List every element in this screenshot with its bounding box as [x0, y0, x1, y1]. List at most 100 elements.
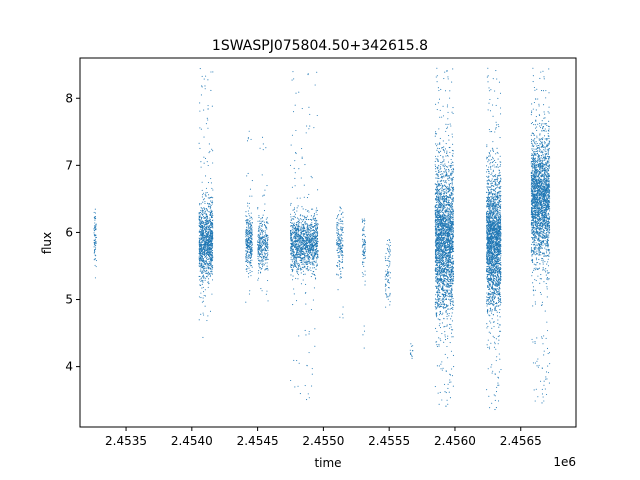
data-point [299, 242, 301, 244]
data-point [310, 215, 312, 217]
data-point [261, 231, 263, 233]
data-point [247, 235, 249, 237]
data-point [300, 246, 303, 248]
data-point [316, 214, 318, 216]
data-point [208, 262, 210, 265]
data-point [212, 258, 214, 260]
data-point [364, 220, 366, 222]
data-point [265, 227, 267, 229]
data-point [201, 209, 203, 211]
data-point [443, 159, 445, 161]
data-point [296, 210, 298, 212]
data-point [204, 266, 206, 268]
data-point [246, 252, 248, 254]
data-point [341, 260, 343, 262]
data-point [437, 290, 439, 292]
data-point [446, 203, 448, 205]
data-point [203, 226, 205, 228]
data-point [204, 240, 206, 242]
data-point [93, 217, 95, 219]
data-point [208, 253, 210, 255]
data-point [245, 236, 247, 238]
data-point [257, 272, 259, 274]
data-point [211, 253, 213, 255]
data-point [267, 236, 269, 238]
data-point [200, 313, 202, 315]
data-point [211, 243, 213, 245]
data-point [301, 156, 303, 158]
data-point [266, 245, 268, 247]
data-point [208, 255, 210, 257]
data-point [341, 213, 343, 215]
data-point [200, 161, 202, 163]
data-point [443, 196, 445, 198]
data-point [210, 177, 212, 180]
data-point [264, 203, 266, 205]
data-point [339, 220, 341, 222]
data-point [442, 196, 444, 198]
data-point [300, 227, 302, 229]
data-point [448, 169, 450, 171]
data-point [204, 220, 206, 222]
data-point [249, 222, 251, 224]
data-point [212, 189, 214, 191]
data-point [201, 248, 203, 250]
data-point [203, 241, 205, 243]
data-point [267, 247, 269, 249]
data-point [260, 240, 262, 242]
data-point [362, 273, 364, 275]
data-point [206, 242, 208, 244]
data-point [437, 244, 439, 246]
data-point [316, 231, 318, 233]
data-point [452, 329, 454, 331]
data-point [208, 265, 210, 267]
data-point [411, 354, 413, 356]
data-point [305, 334, 307, 336]
data-point [444, 206, 446, 208]
data-point [249, 269, 251, 271]
data-point [209, 206, 211, 208]
data-point [316, 209, 319, 211]
data-point [449, 381, 451, 383]
data-point [267, 267, 269, 269]
data-point [203, 136, 205, 138]
data-point [266, 228, 268, 230]
data-point [95, 228, 97, 230]
data-point [247, 210, 249, 212]
data-point [295, 229, 297, 231]
data-point [445, 208, 447, 210]
data-point [246, 223, 248, 225]
data-point [450, 217, 452, 219]
data-point [207, 315, 209, 317]
data-point [439, 296, 441, 298]
data-point [200, 222, 202, 225]
data-point [313, 267, 315, 269]
data-point [305, 233, 307, 235]
data-point [210, 241, 212, 243]
data-point [209, 223, 211, 225]
data-point [211, 239, 213, 241]
data-point [211, 200, 213, 202]
data-point [364, 255, 366, 257]
data-point [302, 260, 304, 262]
data-point [205, 226, 207, 228]
data-point [305, 216, 307, 218]
data-point [249, 226, 251, 228]
data-point [202, 280, 204, 282]
data-point [364, 246, 366, 248]
data-point [200, 222, 203, 224]
data-point [449, 208, 451, 210]
data-point [441, 173, 443, 175]
chart-title: 1SWASPJ075804.50+342615.8 [212, 38, 428, 54]
data-point [291, 228, 293, 230]
data-point [210, 244, 212, 246]
data-point [448, 211, 450, 213]
data-point [339, 316, 341, 318]
data-point [245, 253, 247, 255]
data-point [312, 242, 314, 244]
data-point [444, 198, 446, 200]
data-point [310, 230, 312, 232]
data-point [446, 282, 448, 284]
data-point [208, 244, 210, 246]
data-point [295, 237, 297, 239]
